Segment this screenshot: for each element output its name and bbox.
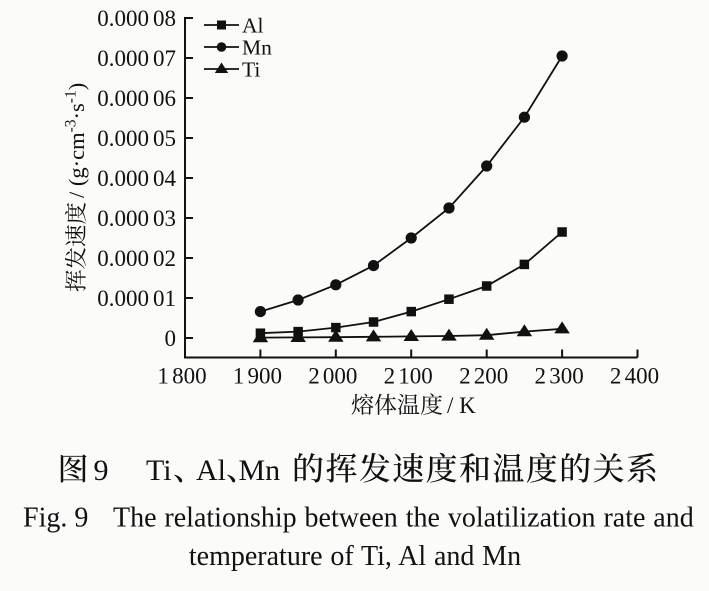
svg-text:Ti: Ti (146, 454, 172, 487)
svg-text:Mn: Mn (239, 454, 281, 487)
svg-text:temperature of Ti, Al and Mn: temperature of Ti, Al and Mn (189, 541, 521, 572)
svg-text:Ti: Ti (242, 57, 260, 81)
svg-text:The relationship between the v: The relationship between the volatilizat… (113, 503, 694, 534)
svg-text:0: 0 (165, 326, 177, 351)
svg-text:Al: Al (242, 13, 264, 37)
svg-text:Fig. 9: Fig. 9 (23, 503, 88, 534)
svg-text:Mn: Mn (242, 35, 272, 59)
svg-text:Al: Al (196, 454, 226, 487)
svg-text:/ K: / K (447, 393, 476, 418)
svg-text:9: 9 (94, 454, 109, 487)
svg-text:/ (g·cm-3·s-1): / (g·cm-3·s-1) (63, 83, 90, 198)
